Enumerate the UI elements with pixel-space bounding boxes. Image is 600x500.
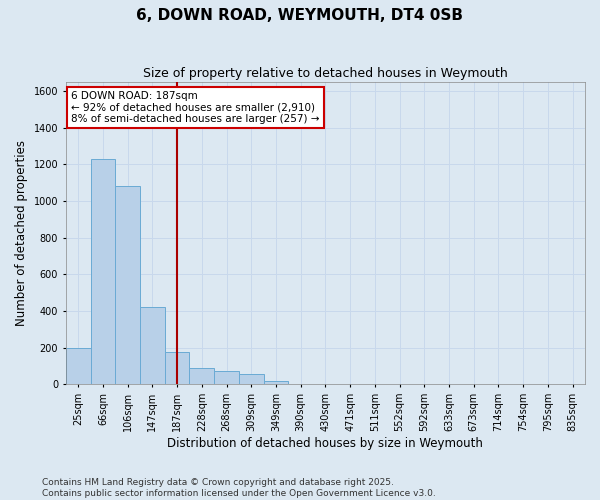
Bar <box>214 372 239 384</box>
Text: 6 DOWN ROAD: 187sqm
← 92% of detached houses are smaller (2,910)
8% of semi-deta: 6 DOWN ROAD: 187sqm ← 92% of detached ho… <box>71 90 320 124</box>
Bar <box>263 380 289 384</box>
Bar <box>190 368 214 384</box>
Title: Size of property relative to detached houses in Weymouth: Size of property relative to detached ho… <box>143 68 508 80</box>
Y-axis label: Number of detached properties: Number of detached properties <box>15 140 28 326</box>
Bar <box>239 374 263 384</box>
Text: 6, DOWN ROAD, WEYMOUTH, DT4 0SB: 6, DOWN ROAD, WEYMOUTH, DT4 0SB <box>137 8 464 22</box>
Bar <box>66 348 91 385</box>
Bar <box>165 352 190 384</box>
X-axis label: Distribution of detached houses by size in Weymouth: Distribution of detached houses by size … <box>167 437 484 450</box>
Text: Contains HM Land Registry data © Crown copyright and database right 2025.
Contai: Contains HM Land Registry data © Crown c… <box>42 478 436 498</box>
Bar <box>140 308 165 384</box>
Bar <box>115 186 140 384</box>
Bar <box>91 158 115 384</box>
